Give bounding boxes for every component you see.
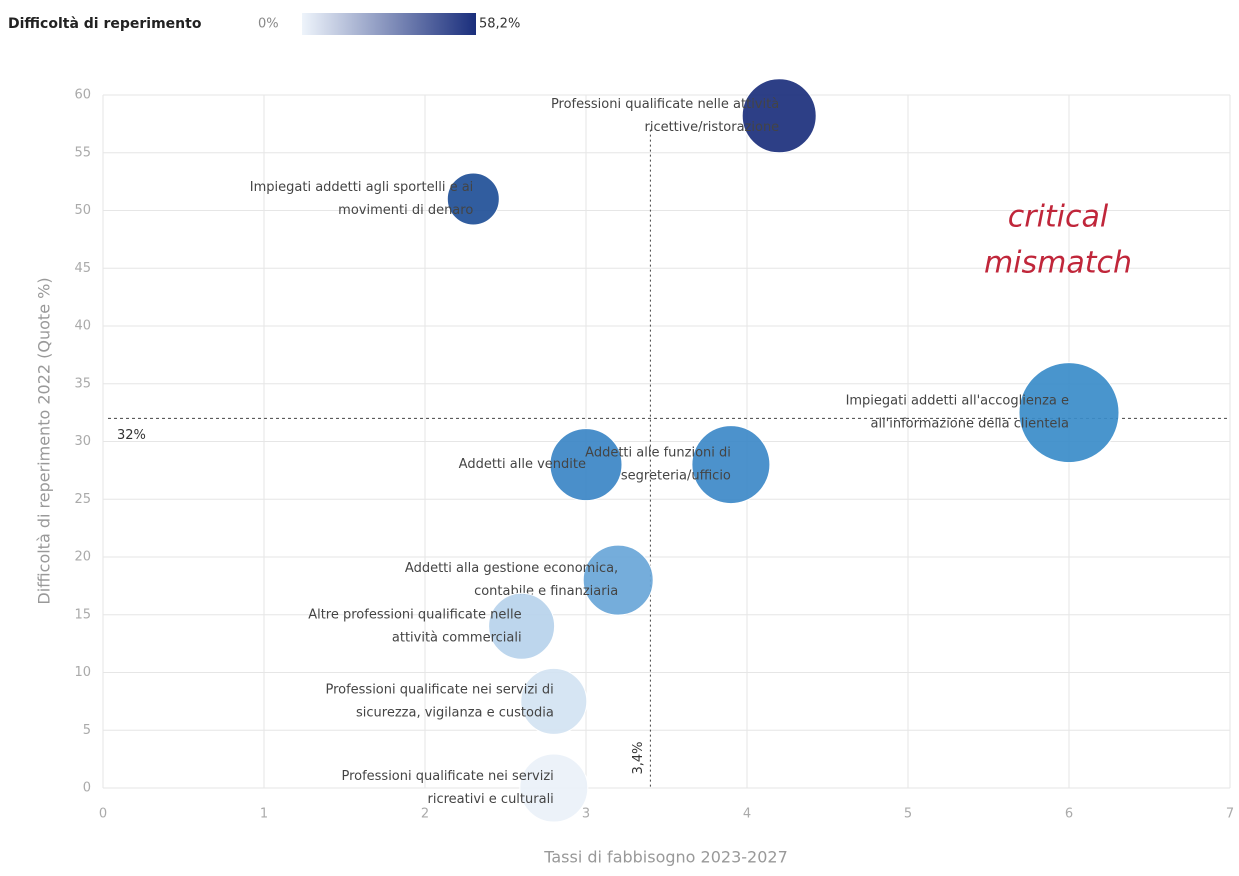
colorbar: [302, 13, 476, 35]
bubble-label: Addetti alle funzioni di: [585, 446, 731, 461]
reference-label: 32%: [117, 428, 146, 443]
x-tick-label: 2: [421, 807, 429, 822]
bubble-label: Professioni qualificate nei servizi di: [325, 682, 553, 697]
y-tick-label: 5: [83, 723, 91, 738]
bubble-label: Addetti alle vendite: [459, 457, 586, 472]
y-tick-label: 40: [74, 319, 91, 334]
bubble: [582, 544, 654, 616]
bubble-label: ricettive/ristorazione: [644, 120, 779, 135]
bubble-label: contabile e finanziaria: [474, 584, 618, 599]
x-tick-label: 4: [743, 807, 751, 822]
bubble: [520, 667, 588, 735]
colorbar-title: Difficoltà di reperimento: [8, 16, 202, 32]
x-tick-label: 0: [99, 807, 107, 822]
bubble-label: movimenti di denaro: [338, 203, 473, 218]
bubble: [741, 78, 817, 154]
x-tick-label: 3: [582, 807, 590, 822]
x-tick-label: 1: [260, 807, 268, 822]
y-axis-title: Difficoltà di reperimento 2022 (Quote %): [35, 277, 54, 604]
x-tick-label: 6: [1065, 807, 1073, 822]
bubble: [549, 428, 623, 502]
bubble-label: Addetti alla gestione economica,: [405, 561, 618, 576]
bubble-label: all'informazione della clientela: [870, 417, 1069, 432]
bubble-label: Impiegati addetti all'accoglienza e: [846, 394, 1069, 409]
annotation: mismatch: [984, 246, 1132, 281]
bubble-label: attività commerciali: [392, 630, 522, 645]
bubble-label: Impiegati addetti agli sportelli e ai: [250, 180, 474, 195]
y-tick-label: 60: [74, 88, 91, 103]
y-tick-label: 50: [74, 203, 91, 218]
bubble: [446, 172, 500, 226]
y-tick-label: 30: [74, 434, 91, 449]
y-tick-label: 25: [74, 492, 91, 507]
x-axis-title: Tassi di fabbisogno 2023-2027: [543, 848, 788, 867]
annotation: critical: [1008, 200, 1109, 235]
bubble-label: Altre professioni qualificate nelle: [308, 607, 521, 622]
colorbar-max-label: 58,2%: [479, 17, 520, 32]
y-tick-label: 55: [74, 145, 91, 160]
colorbar-min-label: 0%: [258, 17, 279, 32]
y-tick-label: 15: [74, 607, 91, 622]
bubble-label: Professioni qualificate nei servizi: [341, 769, 553, 784]
bubble: [488, 592, 556, 660]
y-tick-label: 35: [74, 376, 91, 391]
bubble: [691, 425, 771, 505]
bubble-label: Professioni qualificate nelle attività: [551, 97, 779, 112]
y-tick-label: 0: [83, 781, 91, 796]
bubble: [1018, 362, 1120, 464]
y-tick-label: 20: [74, 550, 91, 565]
x-tick-label: 5: [904, 807, 912, 822]
reference-label: 3,4%: [631, 741, 646, 774]
bubble-label: ricreativi e culturali: [428, 792, 554, 807]
bubble-label: sicurezza, vigilanza e custodia: [356, 705, 554, 720]
bubble-label: segreteria/ufficio: [621, 469, 731, 484]
y-tick-label: 45: [74, 261, 91, 276]
y-tick-label: 10: [74, 665, 91, 680]
x-tick-label: 7: [1226, 807, 1234, 822]
bubble: [519, 753, 589, 823]
